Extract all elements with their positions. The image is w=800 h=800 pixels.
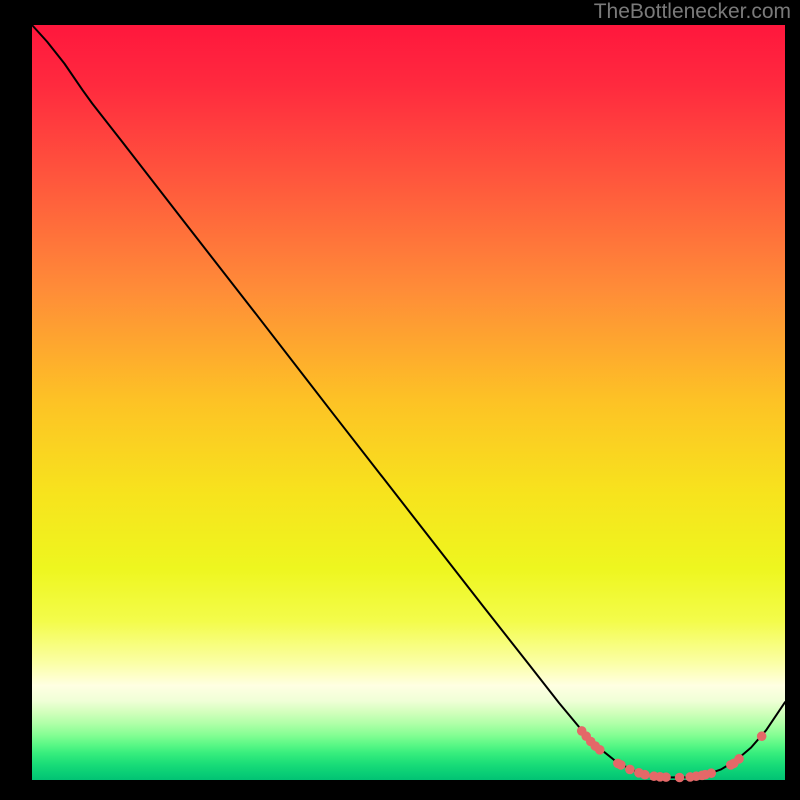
marker-dot [640, 770, 650, 780]
marker-dot [706, 768, 716, 778]
plot-svg [0, 0, 800, 800]
marker-dot [757, 731, 767, 741]
attribution-text: TheBottlenecker.com [594, 0, 791, 24]
marker-dot [734, 754, 744, 764]
chart-root: TheBottlenecker.com [0, 0, 800, 800]
marker-dot [661, 772, 671, 782]
marker-dot [625, 765, 635, 775]
marker-dot [616, 760, 626, 770]
plot-background [32, 25, 785, 780]
marker-dot [675, 773, 685, 783]
marker-dot [595, 745, 605, 755]
